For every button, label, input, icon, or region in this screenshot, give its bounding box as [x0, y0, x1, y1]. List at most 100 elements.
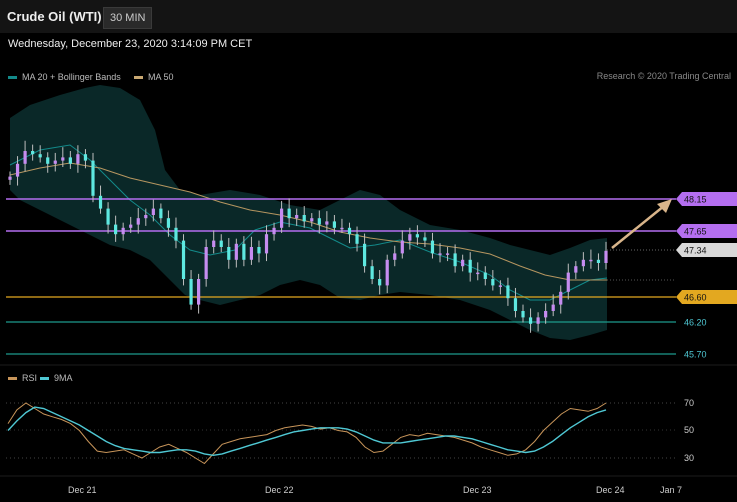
timeframe-button[interactable]: 30 MIN [103, 7, 153, 29]
candle-body [378, 279, 382, 286]
candle-body [159, 208, 163, 219]
candle-body [362, 243, 367, 267]
candle-body [491, 279, 495, 286]
candle-body [287, 208, 291, 219]
candle-body [31, 151, 35, 155]
candles-group [8, 140, 608, 333]
candle-body [551, 304, 555, 311]
rsi-axis-70: 70 [684, 398, 694, 408]
candle-body [53, 160, 57, 164]
candle-body [544, 311, 548, 318]
candle-body [212, 240, 216, 247]
candle-body [453, 253, 457, 267]
candle-body [445, 253, 450, 255]
rsi-line [7, 402, 607, 465]
candle-body [528, 317, 533, 324]
legend-ma50-label: MA 50 [148, 72, 174, 82]
candle-body [189, 279, 193, 305]
price-tag-47-65: 47.65 [676, 224, 737, 238]
candle-body [476, 272, 480, 275]
candle-body [15, 163, 20, 177]
candle-body [347, 227, 352, 235]
candle-body [506, 285, 510, 299]
candle-body [430, 240, 435, 254]
candle-body [106, 208, 110, 225]
price-tag-47-65-label: 47.65 [684, 227, 707, 237]
candle-body [559, 291, 563, 305]
legend-ma50: MA 50 [134, 71, 174, 83]
candle-body [423, 237, 427, 241]
ma9-swatch-icon [40, 377, 49, 381]
candle-body [249, 247, 254, 260]
candle-body [23, 151, 27, 164]
candle-body [566, 272, 570, 292]
price-tag-47-34-label: 47.34 [684, 246, 707, 256]
candle-body [317, 218, 321, 225]
candle-body [204, 247, 208, 279]
price-tag-46-60: 46.60 [676, 290, 737, 304]
candle-body [136, 218, 140, 225]
candle-body [272, 227, 276, 235]
candle-body [498, 285, 502, 287]
x-axis-dec22: Dec 22 [265, 485, 294, 495]
candle-body [181, 240, 186, 279]
candle-body [227, 247, 231, 260]
candle-body [513, 298, 518, 311]
rsi-axis-50: 50 [684, 425, 694, 435]
x-axis-dec23: Dec 23 [463, 485, 492, 495]
candle-body [400, 240, 404, 254]
candle-body [76, 154, 80, 164]
price-tag-45-70: 45.70 [684, 350, 707, 360]
candle-body [325, 221, 329, 225]
legend-rsi: RSI [8, 373, 37, 383]
legend-ma20-label: MA 20 + Bollinger Bands [22, 72, 121, 82]
legend-ma20: MA 20 + Bollinger Bands [8, 71, 121, 83]
candle-body [38, 154, 42, 158]
candle-body [415, 234, 419, 238]
price-tag-48-15-label: 48.15 [684, 195, 707, 205]
candle-body [302, 215, 306, 222]
rsi-swatch-icon [8, 377, 17, 381]
datetime-label: Wednesday, December 23, 2020 3:14:09 PM … [8, 38, 253, 50]
candle-body [340, 227, 344, 230]
instrument-title: Crude Oil (WTI) [7, 9, 102, 24]
ma20-swatch-icon [8, 76, 17, 80]
x-axis-dec24: Dec 24 [596, 485, 625, 495]
legend-9ma-label: 9MA [54, 373, 73, 383]
ma50-line [9, 162, 607, 281]
header-bar: Crude Oil (WTI) 30 MIN [0, 0, 737, 33]
candle-body [355, 234, 359, 244]
candle-body [144, 215, 148, 219]
candle-body [174, 227, 178, 241]
candle-body [581, 259, 585, 267]
candle-body [98, 195, 103, 209]
candle-body [438, 253, 442, 255]
candle-body [332, 221, 337, 228]
legend-9ma: 9MA [40, 373, 73, 383]
candle-body [61, 157, 65, 161]
candle-body [521, 311, 525, 318]
candle-body [8, 176, 12, 180]
candle-body [310, 218, 314, 222]
candle-body [91, 160, 95, 196]
candle-body [234, 243, 238, 260]
candle-body [264, 234, 269, 254]
candle-body [589, 259, 593, 262]
candle-body [408, 234, 412, 241]
candle-body [197, 279, 201, 305]
candle-body [68, 157, 72, 164]
candle-body [370, 266, 374, 279]
projection-arrow-icon [611, 199, 672, 249]
candle-body [295, 215, 299, 219]
candle-body [483, 272, 487, 279]
copyright-text: Research © 2020 Trading Central [596, 71, 731, 81]
candle-body [129, 224, 133, 228]
price-tag-47-34: 47.34 [676, 243, 737, 257]
rsi-ma9-line [7, 406, 607, 457]
candle-body [604, 250, 608, 263]
candle-body [574, 266, 578, 273]
candle-body [151, 208, 155, 215]
ma50-swatch-icon [134, 76, 143, 80]
candle-body [461, 259, 465, 267]
